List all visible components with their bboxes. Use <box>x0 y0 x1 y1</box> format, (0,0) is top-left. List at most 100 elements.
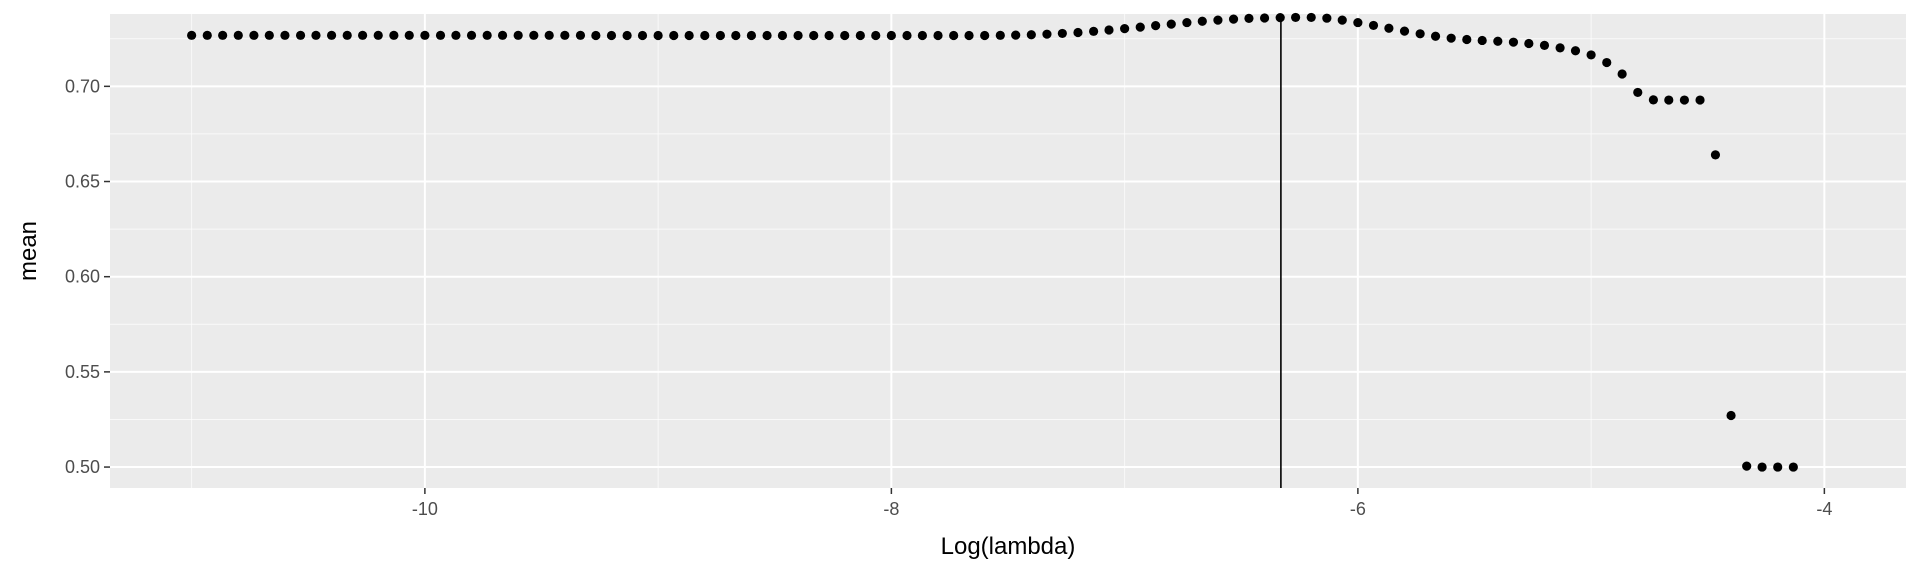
data-point <box>606 30 617 41</box>
data-point <box>1446 33 1456 43</box>
data-point <box>326 30 337 40</box>
data-point <box>1384 23 1394 33</box>
data-point <box>1057 28 1067 39</box>
data-point <box>809 30 819 41</box>
y-axis-title: mean <box>15 221 42 281</box>
data-point <box>591 30 601 41</box>
data-point <box>1104 25 1114 35</box>
data-point <box>669 30 679 41</box>
data-point <box>1726 410 1736 421</box>
data-point <box>218 30 228 40</box>
data-point <box>995 30 1005 40</box>
data-point <box>855 30 865 41</box>
data-point <box>420 30 430 40</box>
data-point <box>529 30 539 40</box>
data-point <box>1679 95 1690 105</box>
x-tick-label: -6 <box>1350 499 1366 519</box>
data-point <box>840 30 850 41</box>
data-point <box>1430 31 1441 41</box>
data-point <box>1306 12 1316 23</box>
data-point <box>902 30 912 41</box>
data-point <box>1042 29 1052 39</box>
points <box>187 12 1798 472</box>
data-point <box>1151 21 1161 31</box>
data-point <box>264 30 274 40</box>
data-point <box>684 30 694 41</box>
data-point <box>482 30 492 40</box>
data-point <box>1539 40 1550 51</box>
data-point <box>389 30 399 40</box>
y-tick-label: 0.70 <box>65 76 100 96</box>
data-point <box>1508 37 1519 47</box>
data-point <box>1710 150 1721 160</box>
data-point <box>746 30 757 41</box>
data-point <box>1368 20 1379 31</box>
data-point <box>233 30 243 40</box>
data-point <box>1602 57 1612 68</box>
y-tick-label: 0.55 <box>65 362 100 382</box>
data-point <box>980 30 990 41</box>
data-point <box>1462 34 1472 45</box>
data-point <box>451 30 461 40</box>
data-point <box>560 30 570 40</box>
data-point <box>435 30 446 40</box>
data-point <box>1399 26 1410 36</box>
data-point <box>513 30 523 40</box>
x-axis-title: Log(lambda) <box>941 533 1076 560</box>
data-point <box>1135 22 1145 32</box>
data-point <box>1244 13 1254 23</box>
data-point <box>342 30 352 40</box>
data-point <box>1120 24 1130 34</box>
data-point <box>1555 43 1565 53</box>
data-point <box>358 30 368 40</box>
data-point <box>1664 95 1674 105</box>
data-point <box>1617 69 1627 79</box>
data-point <box>1788 462 1798 472</box>
y-tick-label: 0.50 <box>65 457 100 477</box>
data-point <box>1773 462 1783 472</box>
data-point <box>1197 16 1207 26</box>
data-point <box>715 30 726 41</box>
data-point <box>1742 461 1752 471</box>
data-point <box>793 30 803 41</box>
y-axis: 0.50 0.55 0.60 0.65 0.70 <box>65 76 110 477</box>
data-point <box>1290 12 1301 23</box>
data-point <box>886 30 896 41</box>
data-point <box>622 30 632 41</box>
data-point <box>1322 13 1332 23</box>
data-point <box>373 30 383 40</box>
data-point <box>1228 14 1239 24</box>
data-point <box>1695 95 1705 105</box>
data-point <box>202 30 212 40</box>
data-point <box>700 30 710 41</box>
x-tick-label: -8 <box>883 499 899 519</box>
grid-minor <box>110 14 1906 488</box>
y-tick-label: 0.60 <box>65 267 100 287</box>
plot-panel <box>110 14 1906 488</box>
data-point <box>933 30 943 41</box>
data-point <box>1026 30 1036 40</box>
data-point <box>1477 35 1487 46</box>
data-point <box>1524 38 1534 49</box>
data-point <box>295 30 306 40</box>
data-point <box>280 30 290 40</box>
y-tick-label: 0.65 <box>65 172 100 192</box>
x-tick-label: -4 <box>1816 499 1832 519</box>
data-point <box>1259 13 1270 23</box>
x-axis: -10 -8 -6 -4 <box>412 488 1832 519</box>
data-point <box>466 30 477 40</box>
data-point <box>1648 95 1658 105</box>
data-point <box>917 30 927 41</box>
data-point <box>1570 46 1581 56</box>
data-point <box>1757 462 1767 472</box>
data-point <box>1337 15 1347 25</box>
data-point <box>404 30 414 40</box>
data-point <box>824 30 834 41</box>
data-point <box>731 30 741 41</box>
data-point <box>1073 27 1083 38</box>
data-point <box>1493 36 1503 46</box>
x-tick-label: -10 <box>412 499 438 519</box>
data-point <box>1213 15 1223 25</box>
data-point <box>1182 17 1192 28</box>
data-point <box>249 30 259 40</box>
